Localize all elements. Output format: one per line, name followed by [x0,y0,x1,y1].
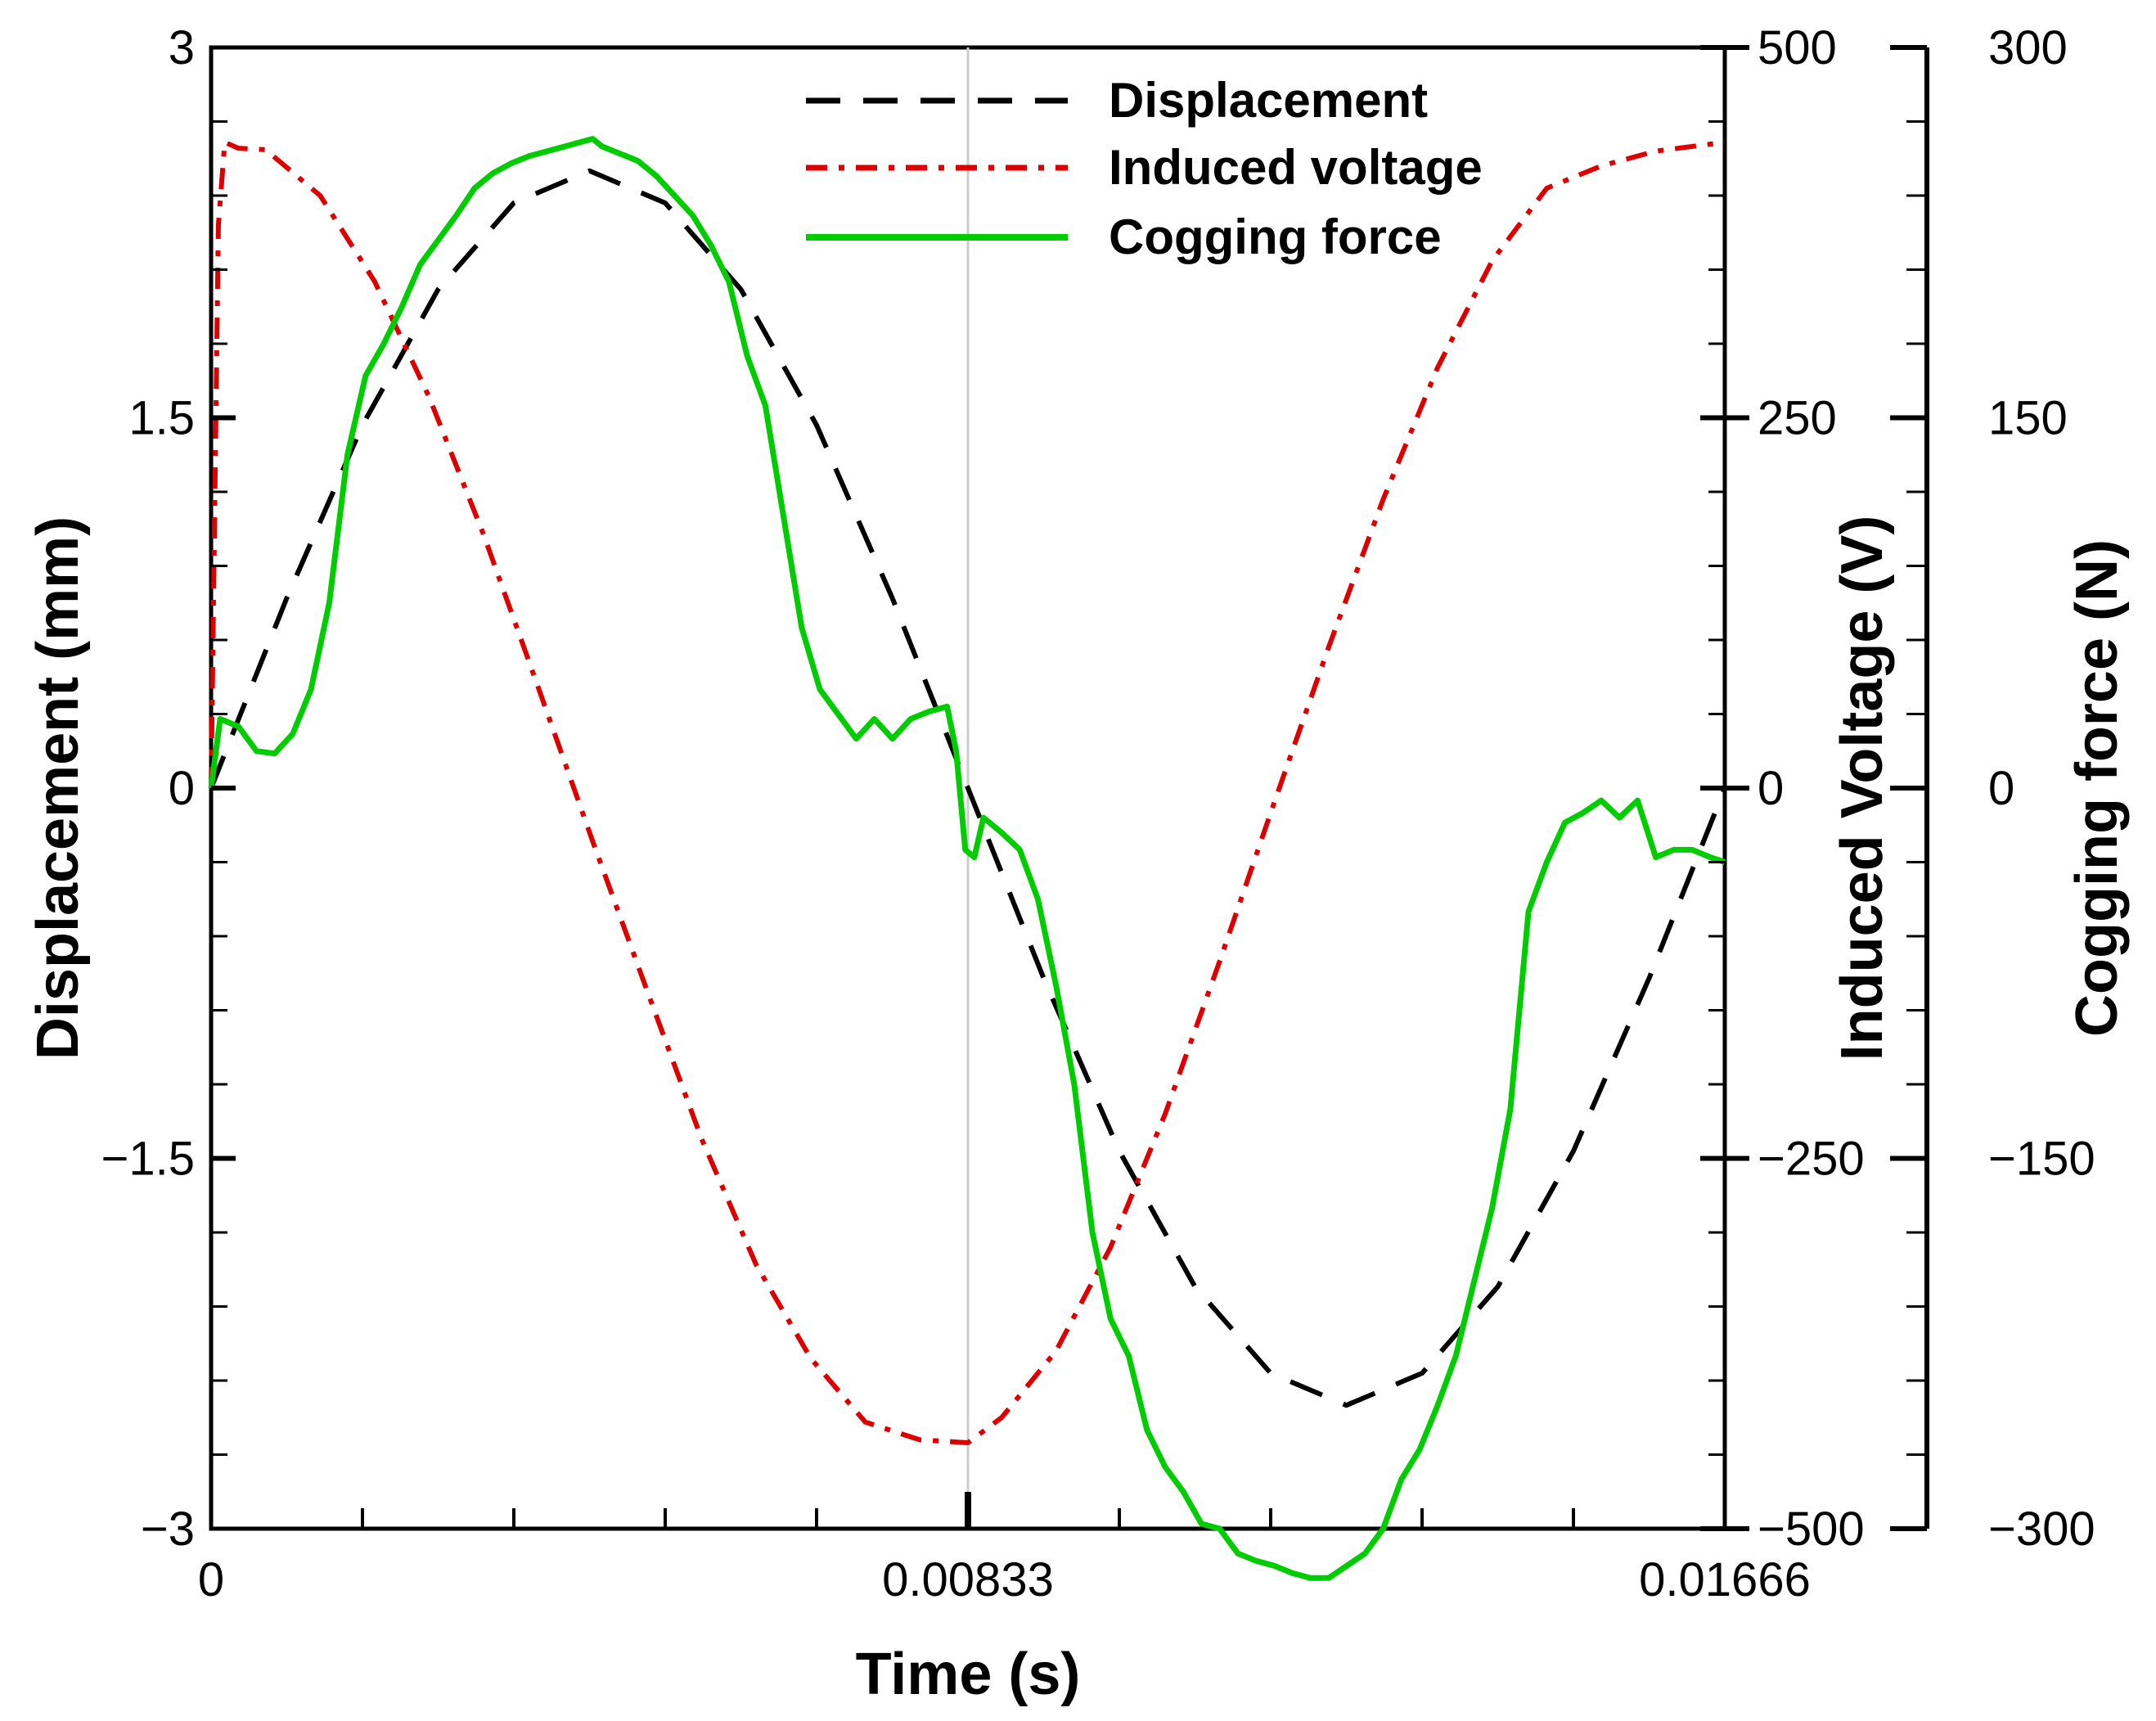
y-right2-tick-label: 300 [1988,21,2068,74]
y-axis-right-cogging: −300 −150 0 150 300 [1890,21,2095,1556]
x-tick-label: 0 [198,1553,224,1606]
y-right2-tick-label: −300 [1988,1502,2095,1556]
x-tick-label: 0.00833 [882,1553,1054,1606]
y-left-tick-label: −3 [141,1502,195,1556]
series-line-cogging-force [208,136,1726,1581]
legend-label-displacement: Displacement [1109,73,1428,128]
y-right2-tick-label: −150 [1988,1133,2095,1186]
y-right2-tick-label: 150 [1988,392,2068,445]
x-axis-title: Time (s) [856,1642,1081,1707]
y-left-tick-label: 1.5 [128,392,195,445]
legend: Displacement Induced voltage Cogging for… [806,73,1483,264]
series-layer [208,136,1727,1581]
y-axis-right-voltage-title: Induced Voltage (V) [1830,516,1895,1061]
y-left-tick-label: −1.5 [101,1133,196,1186]
y-right1-tick-label: 0 [1758,762,1784,815]
y-axis-right-voltage: −500 −250 0 250 500 [1700,21,1865,1556]
x-tick-label: 0.01666 [1639,1553,1811,1606]
legend-label-induced-voltage: Induced voltage [1109,140,1483,195]
x-axis: 0 0.00833 0.01666 [198,1492,1811,1606]
y-right1-tick-label: −250 [1758,1133,1865,1186]
y-axis-left: −3 −1.5 0 1.5 3 [101,21,236,1556]
legend-label-cogging-force: Cogging force [1109,209,1442,264]
y-axis-right-cogging-title: Cogging force (N) [2064,539,2130,1037]
series-line-displacement [209,168,1727,1408]
y-right1-tick-label: 250 [1758,392,1837,445]
y-right1-tick-label: −500 [1758,1502,1865,1556]
y-left-tick-label: 0 [169,762,195,815]
y-left-tick-label: 3 [169,21,195,74]
y-right2-tick-label: 0 [1988,762,2014,815]
y-right1-tick-label: 500 [1758,21,1837,74]
y-axis-left-title: Displacement (mm) [25,516,91,1060]
